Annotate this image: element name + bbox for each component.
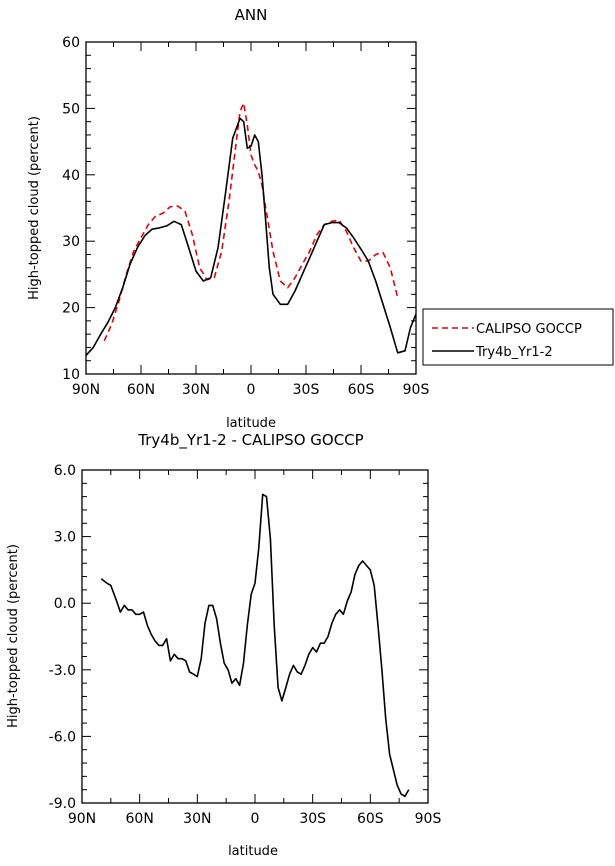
y-tick-label: 0.0 [54, 596, 76, 612]
legend-box [422, 308, 614, 366]
series-line-1 [100, 493, 410, 798]
x-tick-label: 30S [293, 382, 320, 398]
x-tick-label: 60S [348, 382, 375, 398]
chart-title: ANN [235, 6, 268, 24]
y-tick-label: 50 [62, 101, 80, 117]
x-tick-label: 90N [72, 382, 100, 398]
axis-ticks: 90N 60N 30N 0 30S 60S 90S -9.0 -6.0 -3.0 0.0 3.0 6.0 [49, 463, 442, 827]
plot-frame [85, 41, 417, 375]
y-axis-label: High-topped cloud (percent) [27, 116, 42, 300]
panel-bottom: Try4b_Yr1-2 - CALIPSO GOCCP High-topped … [6, 431, 441, 859]
axis-ticks: 90N 60N 30N 0 30S 60S 90S 10 20 30 40 50 60 [62, 35, 429, 398]
plot-frame [81, 469, 429, 804]
y-tick-label: 40 [62, 168, 80, 184]
chart-title: Try4b_Yr1-2 - CALIPSO GOCCP [137, 431, 363, 450]
legend-label-calipso: CALIPSO GOCCP [476, 322, 582, 337]
x-tick-label: 90N [68, 811, 96, 827]
x-tick-label: 30N [182, 382, 210, 398]
series-line-2 [85, 117, 417, 356]
panel-top: ANN High-topped cloud (percent) latitude… [27, 6, 429, 431]
y-tick-label: -9.0 [49, 796, 76, 812]
y-tick-label: 10 [62, 367, 80, 383]
x-tick-label: 60N [126, 811, 154, 827]
y-axis-label: High-topped cloud (percent) [6, 544, 21, 728]
y-tick-label: 20 [62, 301, 80, 317]
legend: CALIPSO GOCCP Try4b_Yr1-2 [422, 308, 614, 366]
x-tick-label: 60S [357, 811, 384, 827]
x-tick-label: 0 [251, 811, 260, 827]
x-tick-label: 0 [247, 382, 256, 398]
plot-lines [100, 493, 410, 798]
y-tick-label: 30 [62, 234, 80, 250]
x-axis-label: latitude [226, 416, 276, 431]
y-tick-label: 3.0 [54, 530, 76, 546]
legend-label-try4b: Try4b_Yr1-2 [475, 345, 553, 360]
plot-lines [85, 102, 417, 356]
y-tick-label: 60 [62, 35, 80, 51]
x-tick-label: 30N [183, 811, 211, 827]
x-axis-label: latitude [228, 844, 278, 859]
y-tick-label: 6.0 [54, 463, 76, 479]
x-tick-label: 60N [127, 382, 155, 398]
x-tick-label: 90S [415, 811, 442, 827]
y-tick-label: -3.0 [49, 663, 76, 679]
series-line-1 [103, 102, 399, 342]
y-tick-label: -6.0 [49, 729, 76, 745]
x-tick-label: 90S [403, 382, 430, 398]
x-tick-label: 30S [299, 811, 326, 827]
